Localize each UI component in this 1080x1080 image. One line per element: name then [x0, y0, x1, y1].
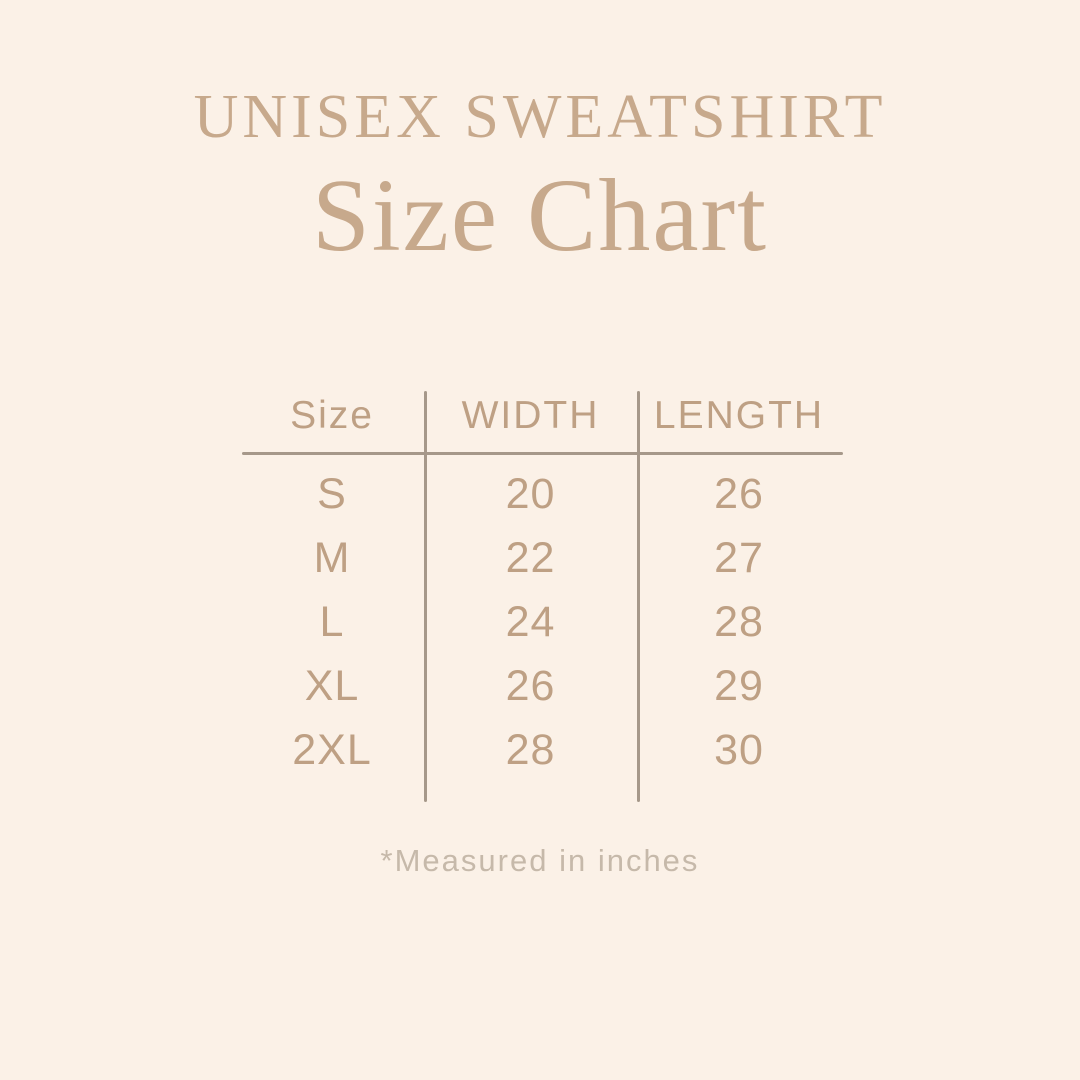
eyebrow-title: UNISEX SWEATSHIRT	[193, 83, 887, 151]
column-divider-width-length	[637, 391, 640, 802]
cell-size: XL	[304, 661, 360, 710]
cell-length: 29	[714, 661, 764, 710]
table-row: S 20 26	[240, 462, 841, 526]
table-body: S 20 26 M 22 27 L 24 28 XL 26 29 2XL 28 30	[240, 449, 841, 782]
cell-length: 30	[714, 725, 764, 774]
cell-size: S	[317, 469, 347, 518]
cell-size: L	[319, 597, 345, 646]
cell-length: 26	[714, 469, 764, 518]
size-table: Size WIDTH LENGTH S 20 26 M 22 27 L 24 28 XL 26 29 2…	[240, 383, 841, 782]
cell-length: 28	[714, 597, 764, 646]
column-header-length: LENGTH	[653, 394, 825, 437]
table-row: XL 26 29	[240, 654, 841, 718]
table-row: 2XL 28 30	[240, 718, 841, 782]
cell-size: M	[313, 533, 351, 582]
cell-width: 28	[505, 725, 556, 774]
cell-length: 27	[714, 533, 764, 582]
table-header-row: Size WIDTH LENGTH	[240, 383, 841, 449]
column-header-width: WIDTH	[461, 394, 600, 437]
header-divider-line	[242, 452, 843, 455]
table-row: M 22 27	[240, 526, 841, 590]
units-footnote: *Measured in inches	[380, 843, 700, 878]
page-title: Size Chart	[311, 158, 769, 273]
column-divider-size-width	[424, 391, 427, 802]
column-header-size: Size	[290, 394, 374, 437]
cell-width: 24	[505, 597, 556, 646]
cell-width: 26	[505, 661, 556, 710]
cell-size: 2XL	[292, 725, 372, 774]
cell-width: 20	[505, 469, 556, 518]
cell-width: 22	[505, 533, 556, 582]
table-row: L 24 28	[240, 590, 841, 654]
